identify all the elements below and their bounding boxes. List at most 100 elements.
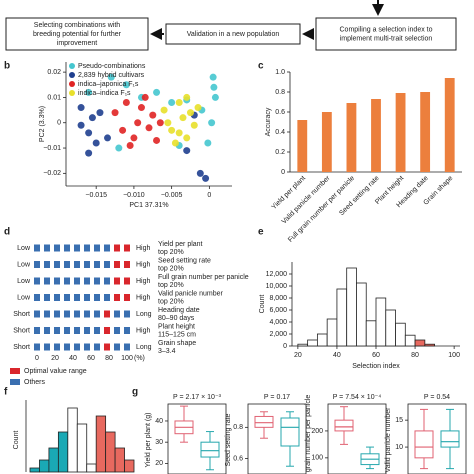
range-square <box>104 244 110 252</box>
point <box>141 93 149 101</box>
y-tick-label: −0.02 <box>43 170 61 177</box>
point <box>187 109 194 117</box>
range-square <box>124 310 130 318</box>
y-tick-label: 0 <box>283 343 287 350</box>
point <box>149 111 157 119</box>
trait-name: Valid panicle number <box>158 290 224 297</box>
range-square <box>124 277 130 285</box>
box <box>280 417 300 447</box>
y-tick-label: 10,000 <box>266 283 288 290</box>
plot-frame <box>167 403 227 474</box>
y-tick-label: 20 <box>155 460 163 467</box>
point <box>175 98 183 106</box>
hist-bar <box>86 463 97 473</box>
trait-name: Full grain number per panicle <box>158 274 249 281</box>
flow-text: Selecting combinations with <box>34 22 120 29</box>
range-square <box>44 261 50 268</box>
range-square <box>74 343 80 351</box>
low-label: Low <box>17 294 31 301</box>
y-tick-label: 0.2 <box>275 149 285 156</box>
x-tick-label: −0.005 <box>161 192 183 199</box>
box <box>334 419 354 432</box>
range-square <box>114 310 120 318</box>
point <box>202 174 210 182</box>
y-tick-label: 0.6 <box>275 109 285 116</box>
range-square <box>34 277 40 285</box>
point <box>85 129 93 137</box>
scale-tick: 0 <box>35 355 39 362</box>
flow-box <box>5 17 149 51</box>
bar <box>321 112 332 172</box>
scale-tick: 40 <box>69 355 77 362</box>
point <box>77 104 85 112</box>
range-square <box>64 244 70 252</box>
range-square <box>114 277 120 285</box>
range-square <box>74 310 80 318</box>
point <box>210 83 218 91</box>
hist-bar <box>29 467 40 473</box>
range-square <box>34 261 40 268</box>
hist-bar <box>297 343 309 347</box>
high-label: High <box>136 245 151 252</box>
legend-swatch <box>69 81 75 87</box>
y-axis-label: Count <box>259 295 266 314</box>
range-square <box>64 277 70 285</box>
trait-name: Yield per plant <box>158 241 203 248</box>
x-tick-label: Valid panicle number <box>281 174 332 225</box>
p-value: P = 0.17 <box>264 394 290 401</box>
hist-bar <box>356 282 367 347</box>
y-tick-label: 0 <box>57 120 61 127</box>
point <box>137 104 145 112</box>
low-label: Low <box>17 278 31 285</box>
hist-bar <box>375 297 387 347</box>
point <box>122 81 130 89</box>
hist-bar <box>346 267 357 347</box>
y-axis-label: Full grain number per panicle <box>305 395 312 474</box>
legend-label: Pseudo-combinations <box>78 63 146 70</box>
low-label: Low <box>17 261 31 268</box>
range-square <box>34 294 40 301</box>
point <box>85 88 93 96</box>
range-square <box>74 327 80 334</box>
box <box>200 441 220 458</box>
trait-range: 3–3.4 <box>158 348 176 355</box>
range-square <box>34 327 40 334</box>
y-tick-label: 0.02 <box>47 69 61 76</box>
range-square <box>114 244 120 252</box>
range-square <box>44 327 50 334</box>
legend-swatch <box>69 72 75 78</box>
trait-range: 115–125 cm <box>158 331 196 338</box>
legend-swatch <box>10 368 20 374</box>
point <box>183 134 191 142</box>
y-tick-label: −0.01 <box>43 145 61 152</box>
hist-bar <box>48 447 59 473</box>
low-label: Short <box>13 311 30 318</box>
range-square <box>84 343 90 351</box>
range-square <box>44 343 50 351</box>
legend-label: Optimal value range <box>24 368 87 375</box>
point <box>153 136 161 144</box>
range-square <box>54 244 60 252</box>
point <box>111 109 119 117</box>
trait-name: Seed setting rate <box>158 257 211 264</box>
panel-label: f <box>4 387 8 398</box>
range-square <box>124 261 130 268</box>
range-square <box>104 261 110 268</box>
panel-label: b <box>4 61 10 72</box>
x-tick-label: 80 <box>411 352 419 359</box>
range-square <box>84 327 90 334</box>
point <box>194 104 202 112</box>
range-square <box>94 244 100 252</box>
range-square <box>104 327 110 334</box>
y-axis-label: Valid panicle number <box>385 407 392 473</box>
range-square <box>94 261 100 268</box>
low-label: Low <box>17 245 31 252</box>
range-square <box>44 294 50 301</box>
y-axis-label: Accuracy <box>265 107 272 136</box>
range-square <box>94 277 100 285</box>
low-label: Short <box>13 327 30 334</box>
flow-text: Validation in a new population <box>187 31 280 38</box>
high-label: Long <box>136 311 152 318</box>
panel-label: d <box>4 227 10 238</box>
range-square <box>34 343 40 351</box>
